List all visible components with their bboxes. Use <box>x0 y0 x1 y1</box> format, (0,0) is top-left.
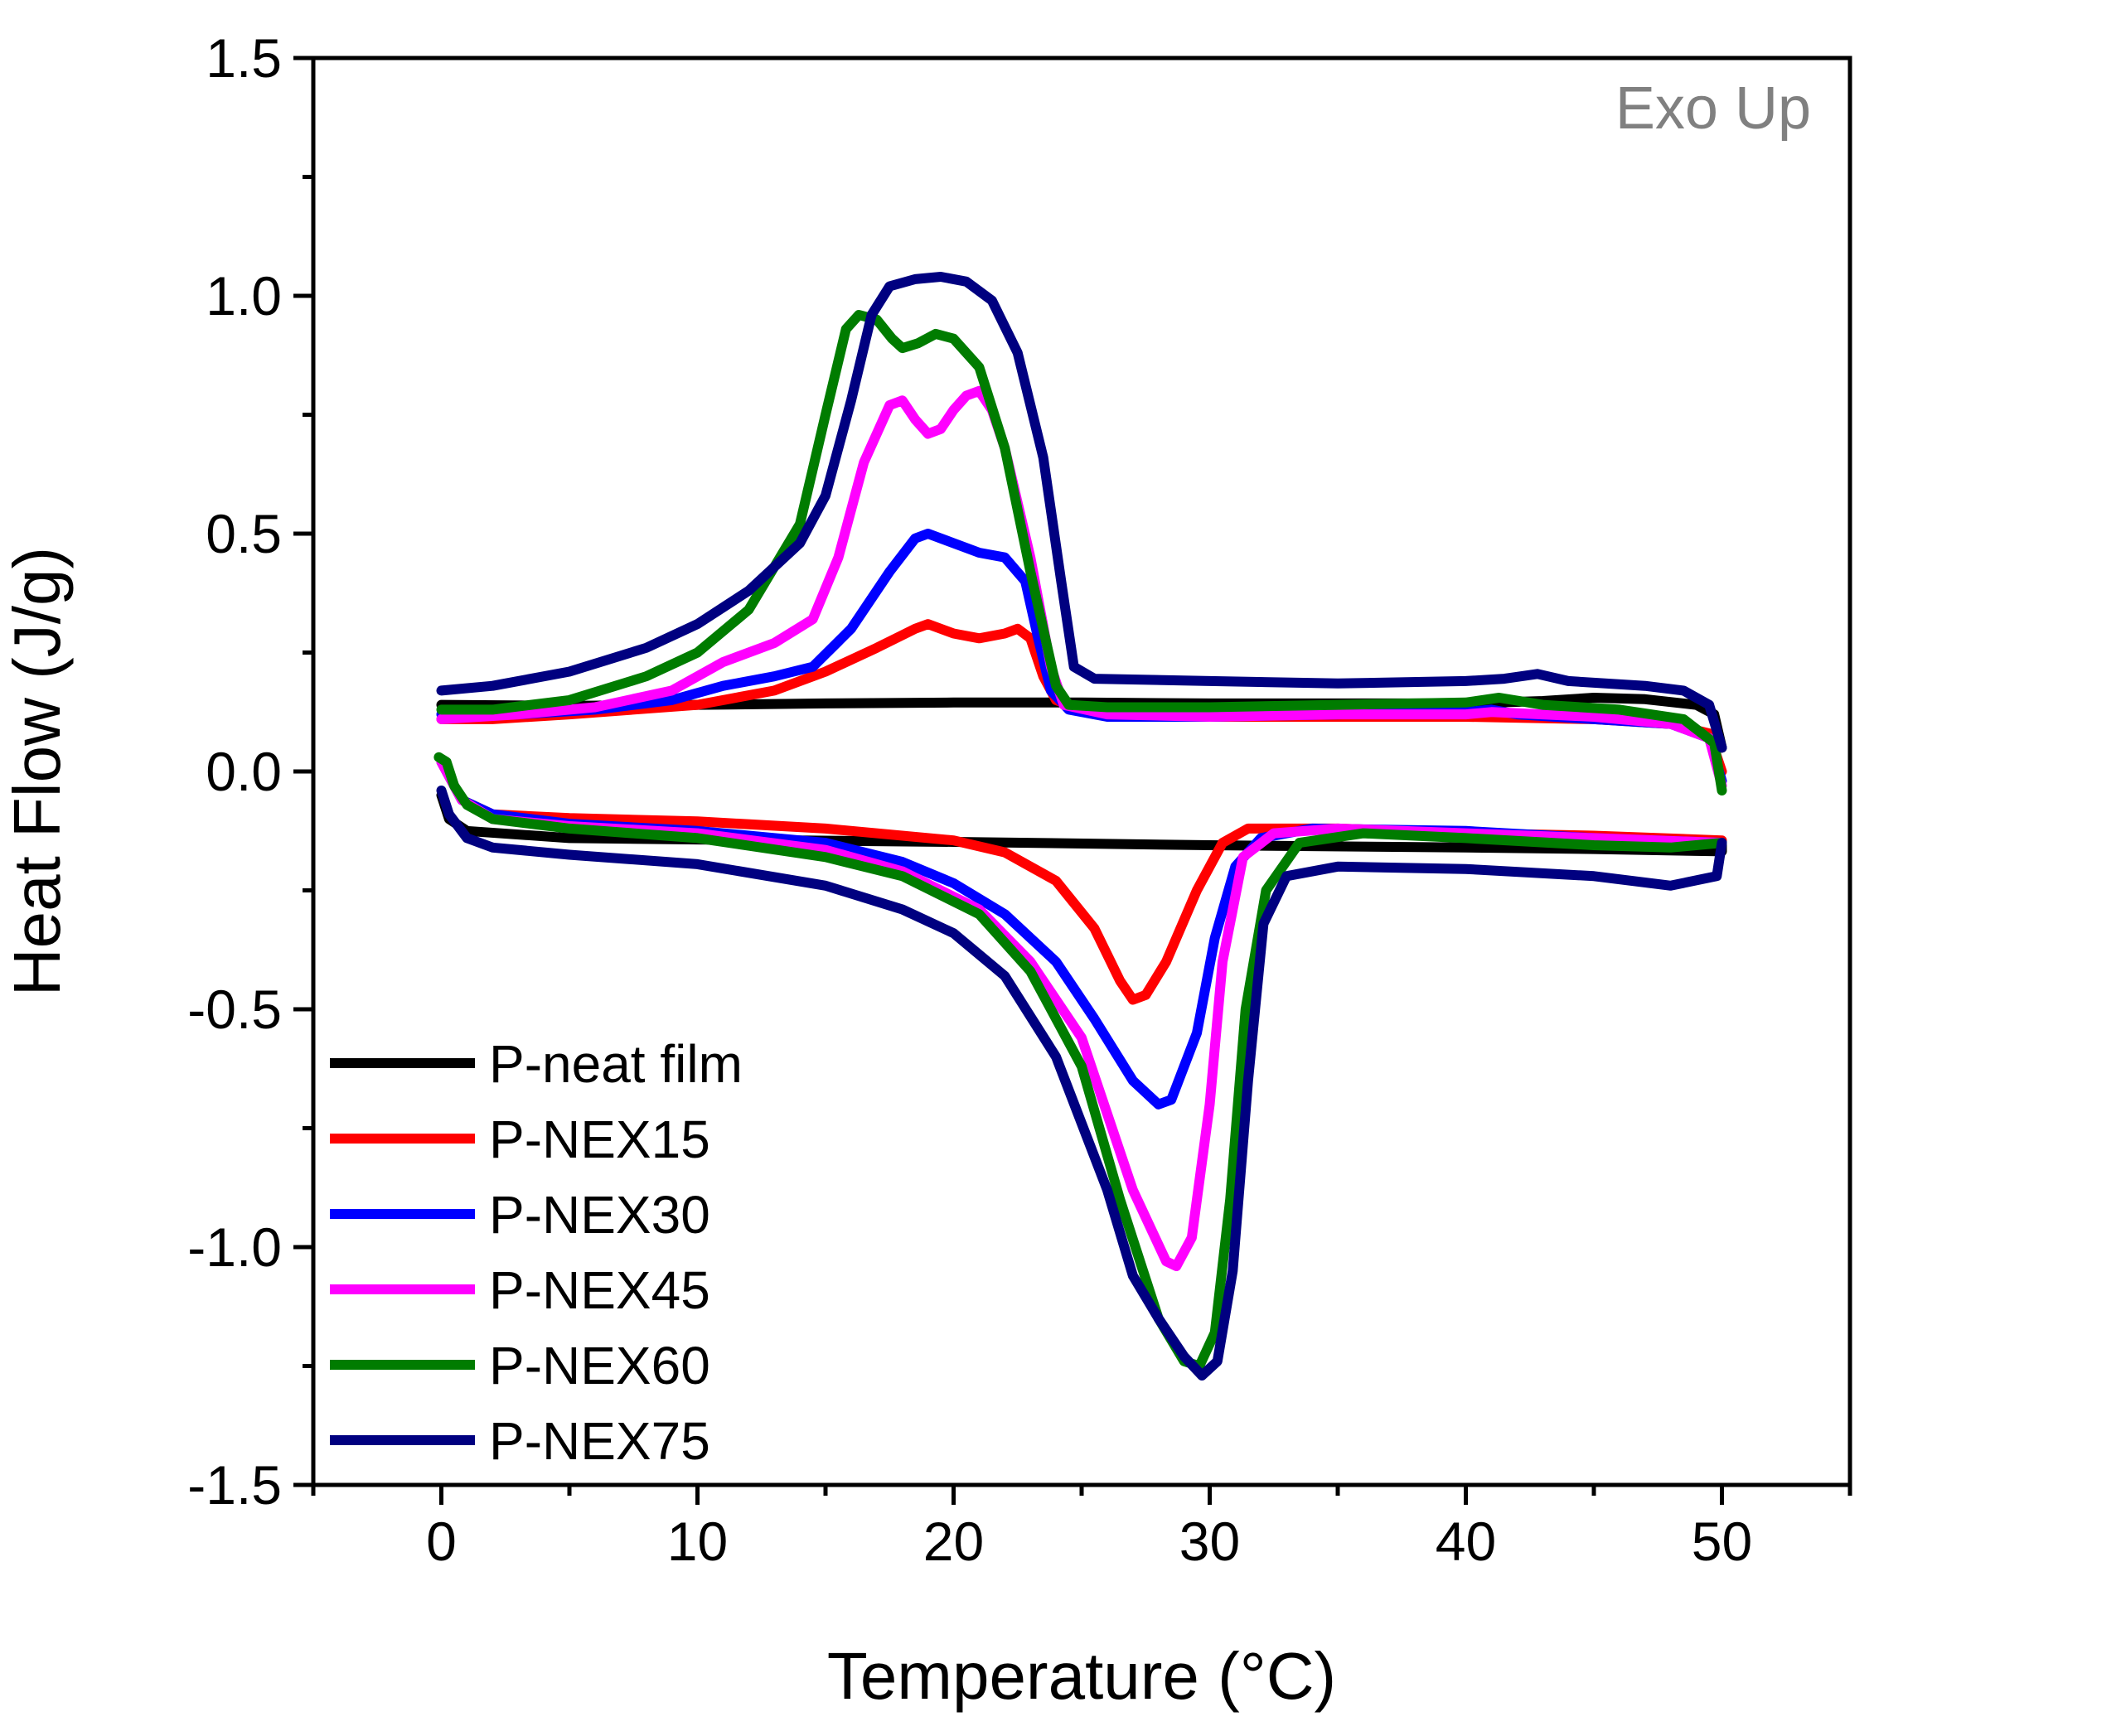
x-axis-title: Temperature (°C) <box>827 1639 1336 1713</box>
x-tick-label: 30 <box>1179 1511 1240 1572</box>
curve-p-nex45-cooling <box>436 385 1727 791</box>
legend: P-neat film P-NEX15 P-NEX30 P-NEX45 P-NEX60 P… <box>330 1034 743 1471</box>
curve-p-nex15-heating <box>436 757 1727 1005</box>
curve-p-nex75-cooling <box>436 272 1727 753</box>
curve-p-nex30-cooling <box>436 529 1727 786</box>
legend-label: P-NEX45 <box>489 1260 710 1320</box>
x-tick-label: 10 <box>667 1511 728 1572</box>
exo-up-annotation: Exo Up <box>1615 75 1811 142</box>
data-curves <box>433 272 1727 1381</box>
x-tick-label: 50 <box>1692 1511 1752 1572</box>
y-tick-label: 1.5 <box>206 27 282 89</box>
legend-label: P-NEX30 <box>489 1185 710 1245</box>
x-tick-label: 40 <box>1436 1511 1496 1572</box>
legend-label: P-NEX75 <box>489 1411 710 1471</box>
legend-label: P-NEX15 <box>489 1110 710 1169</box>
y-tick-label: 0.0 <box>206 741 282 802</box>
x-tick-label: 20 <box>923 1511 984 1572</box>
y-tick-label: -1.0 <box>187 1216 282 1278</box>
curve-p-nex60-heating <box>433 752 1727 1371</box>
legend-label: P-NEX60 <box>489 1336 710 1395</box>
y-axis-ticks: 1.5 1.0 0.5 0.0 -0.5 -1.0 -1.5 <box>187 27 313 1516</box>
y-tick-label: 1.0 <box>206 265 282 326</box>
y-tick-label: -0.5 <box>187 979 282 1040</box>
legend-label: P-neat film <box>489 1034 743 1094</box>
y-tick-label: -1.5 <box>187 1454 282 1516</box>
x-axis-ticks: 0 10 20 30 40 50 <box>311 1485 1852 1572</box>
y-axis-title: Heat Flow (J/g) <box>0 547 74 996</box>
curve-p-nex60-cooling <box>436 310 1727 795</box>
x-tick-label: 0 <box>426 1511 457 1572</box>
y-tick-label: 0.5 <box>206 503 282 564</box>
curve-p-nex75-heating <box>436 786 1727 1381</box>
